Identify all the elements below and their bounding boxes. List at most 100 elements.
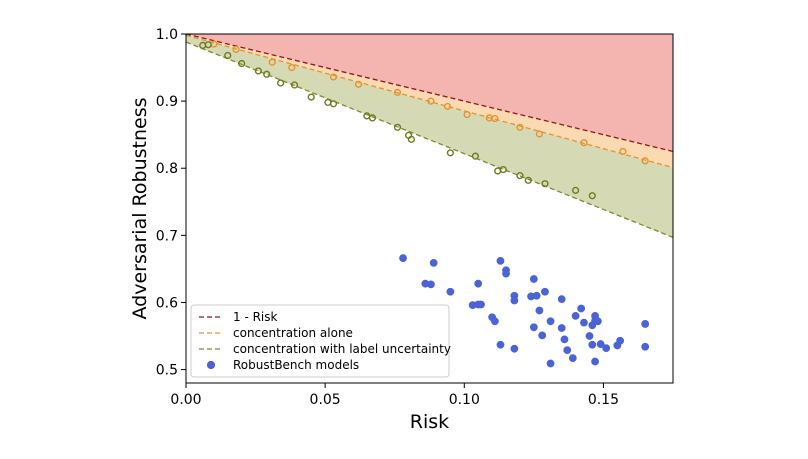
point-s2-28 — [557, 324, 566, 332]
point-s1-13 — [393, 123, 402, 131]
plot-frame — [185, 33, 674, 384]
region-label-uncertainty — [186, 35, 673, 238]
x-tick-label-1: 0.05 — [310, 392, 341, 408]
point-s2-8 — [474, 279, 483, 288]
point-s1-8 — [307, 93, 315, 101]
point-s2-47 — [641, 342, 650, 351]
legend-swatch-3 — [206, 360, 216, 370]
point-s0-16 — [641, 157, 649, 165]
legend-label-3: RobustBench models — [233, 358, 359, 372]
point-s2-26 — [546, 359, 555, 368]
point-s0-14 — [580, 139, 588, 147]
y-axis: 0.5 0.6 0.7 0.8 0.9 1.0 — [156, 27, 186, 379]
point-s2-25 — [546, 317, 555, 326]
point-s2-24 — [538, 331, 547, 340]
point-s1-3 — [238, 59, 246, 68]
point-s2-32 — [571, 311, 580, 320]
point-s1-1 — [204, 41, 212, 49]
point-s1-21 — [524, 176, 532, 184]
points-layer — [199, 40, 650, 368]
point-s2-17 — [510, 344, 519, 353]
point-s2-35 — [585, 332, 594, 340]
point-s1-18 — [494, 167, 502, 175]
point-s0-3 — [288, 63, 296, 72]
point-s1-15 — [407, 135, 416, 143]
point-s1-20 — [516, 172, 524, 180]
point-s1-24 — [588, 192, 596, 200]
point-s0-12 — [516, 123, 524, 131]
point-s1-9 — [324, 98, 332, 107]
point-s2-42 — [602, 344, 611, 352]
bound-line-1 — [185, 34, 674, 169]
point-s0-9 — [463, 110, 471, 119]
point-s1-12 — [368, 114, 377, 122]
point-s0-8 — [443, 102, 452, 111]
point-s2-3 — [429, 258, 438, 267]
point-s1-6 — [277, 79, 285, 87]
point-s2-46 — [641, 320, 650, 328]
point-s2-19 — [529, 275, 538, 283]
point-s2-20 — [532, 291, 541, 300]
point-s2-33 — [577, 304, 586, 313]
point-s2-41 — [596, 340, 605, 348]
point-s2-22 — [529, 323, 538, 332]
legend-label-0: 1 - Risk — [233, 310, 278, 324]
point-s2-37 — [588, 340, 597, 349]
point-s1-22 — [541, 180, 549, 188]
point-s0-6 — [393, 88, 402, 96]
point-s2-2 — [426, 280, 435, 289]
point-s2-23 — [541, 287, 549, 296]
point-s2-34 — [580, 318, 588, 327]
legend: 1 - Risk concentration alone concentration… — [190, 304, 451, 378]
point-s2-10 — [490, 317, 499, 326]
point-s0-2 — [268, 58, 276, 66]
point-s0-7 — [427, 97, 435, 105]
y-tick-label-3: 0.8 — [156, 161, 178, 177]
lines-layer — [185, 33, 674, 238]
point-s1-19 — [499, 165, 507, 174]
point-s2-30 — [563, 346, 572, 355]
point-s0-15 — [619, 147, 627, 156]
x-axis-label: Risk — [410, 411, 449, 433]
x-tick-label-0: 0.00 — [170, 392, 201, 408]
point-s1-23 — [571, 186, 580, 194]
point-s2-44 — [616, 336, 625, 345]
point-s2-4 — [446, 287, 455, 296]
point-s2-13 — [502, 269, 510, 278]
point-s2-0 — [399, 254, 407, 263]
point-s1-17 — [471, 152, 480, 160]
x-tick-label-2: 0.10 — [449, 392, 480, 408]
point-s2-31 — [568, 354, 577, 363]
point-s0-4 — [329, 73, 338, 81]
legend-label-2: concentration with label uncertainty — [233, 342, 451, 356]
point-s2-21 — [535, 306, 544, 315]
point-s2-29 — [560, 335, 569, 344]
regions-layer — [186, 34, 673, 238]
point-s0-11 — [491, 114, 499, 123]
point-s1-2 — [224, 51, 232, 60]
y-tick-label-1: 0.6 — [156, 295, 178, 311]
point-s0-5 — [354, 80, 363, 88]
point-s1-5 — [263, 70, 271, 78]
point-s1-10 — [329, 100, 338, 108]
y-tick-label-4: 0.9 — [156, 94, 178, 110]
point-s2-27 — [557, 295, 566, 304]
y-tick-label-2: 0.7 — [156, 228, 178, 244]
point-s1-7 — [290, 81, 299, 89]
point-s0-13 — [535, 130, 544, 138]
point-s2-15 — [510, 296, 519, 305]
legend-box — [190, 304, 450, 378]
bound-line-0 — [185, 33, 674, 153]
point-s2-16 — [496, 340, 505, 349]
legend-label-1: concentration alone — [233, 326, 353, 340]
point-s1-16 — [446, 149, 454, 157]
y-axis-label: Adversarial Robustness — [129, 97, 151, 319]
point-s0-1 — [232, 45, 240, 54]
point-s1-4 — [254, 67, 262, 75]
x-axis: 0.00 0.05 0.10 0.15 — [170, 383, 619, 408]
point-s2-11 — [496, 256, 505, 265]
y-tick-label-5: 1.0 — [156, 27, 178, 43]
x-tick-label-3: 0.15 — [588, 392, 619, 408]
